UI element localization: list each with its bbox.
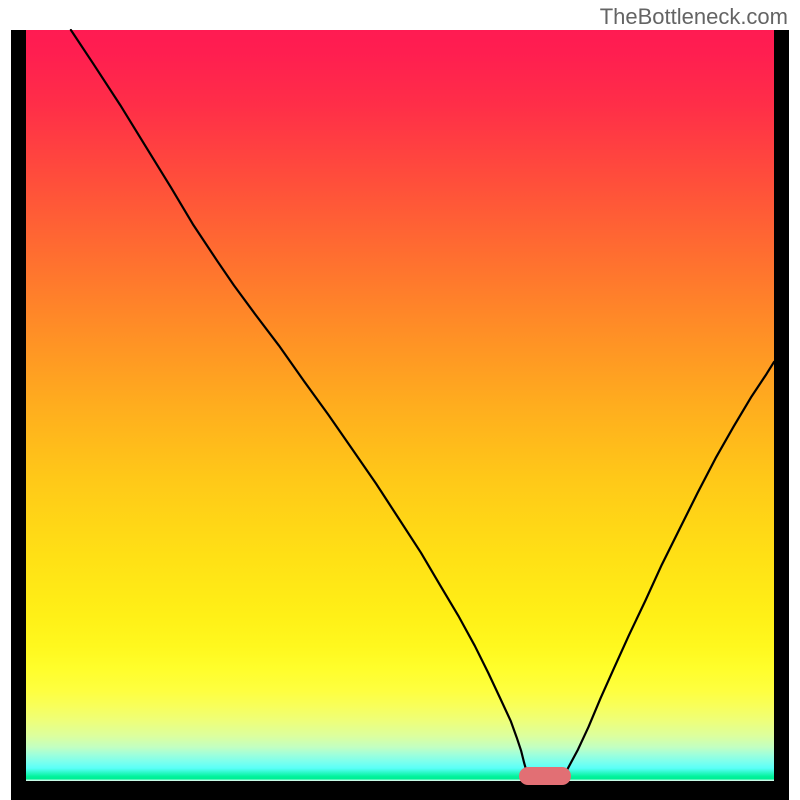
attribution-text: TheBottleneck.com [600, 4, 788, 30]
canvas-root: TheBottleneck.com [0, 0, 800, 800]
bottleneck-curve [0, 0, 800, 800]
optimum-marker [519, 767, 571, 785]
